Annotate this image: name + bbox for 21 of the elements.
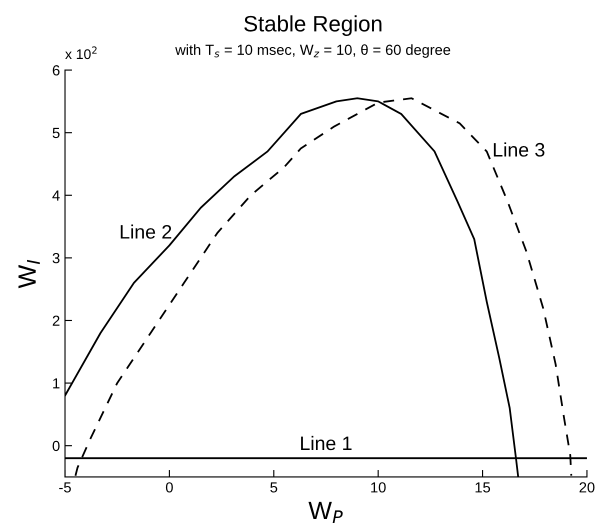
x-tick-label: 20 — [580, 482, 594, 493]
y-tick-label: 4 — [52, 190, 60, 201]
y-tick-label: 5 — [52, 128, 60, 138]
y-tick-label: 0 — [52, 440, 60, 452]
x-tick-label: 0 — [166, 482, 173, 493]
chart-subtitle: with T$_{s}$ = 10 msec, W$_{z}$ = 10, θ = 60 degree — [175, 44, 450, 58]
x-tick-label: -5 — [59, 482, 71, 493]
x-tick-label: 15 — [476, 482, 490, 493]
y-axis-title: W$_{I}$ — [18, 260, 40, 288]
y-tick-label: 1 — [53, 378, 60, 388]
y-tick-label: 6 — [52, 65, 60, 76]
y-tick-label: 3 — [52, 252, 60, 264]
series-label: Line 1 — [301, 436, 352, 450]
x-tick-label: 5 — [270, 482, 278, 493]
y-tick-label: 2 — [52, 316, 60, 326]
chart-title: Stable Region — [244, 15, 382, 36]
x-tick-label: 10 — [371, 482, 386, 493]
text: x 10$^{2}$ — [65, 46, 97, 60]
x-axis-title: W$_{P}$ — [308, 502, 343, 523]
series-label: Line 3 — [494, 142, 544, 157]
series-label: Line 2 — [120, 224, 172, 239]
